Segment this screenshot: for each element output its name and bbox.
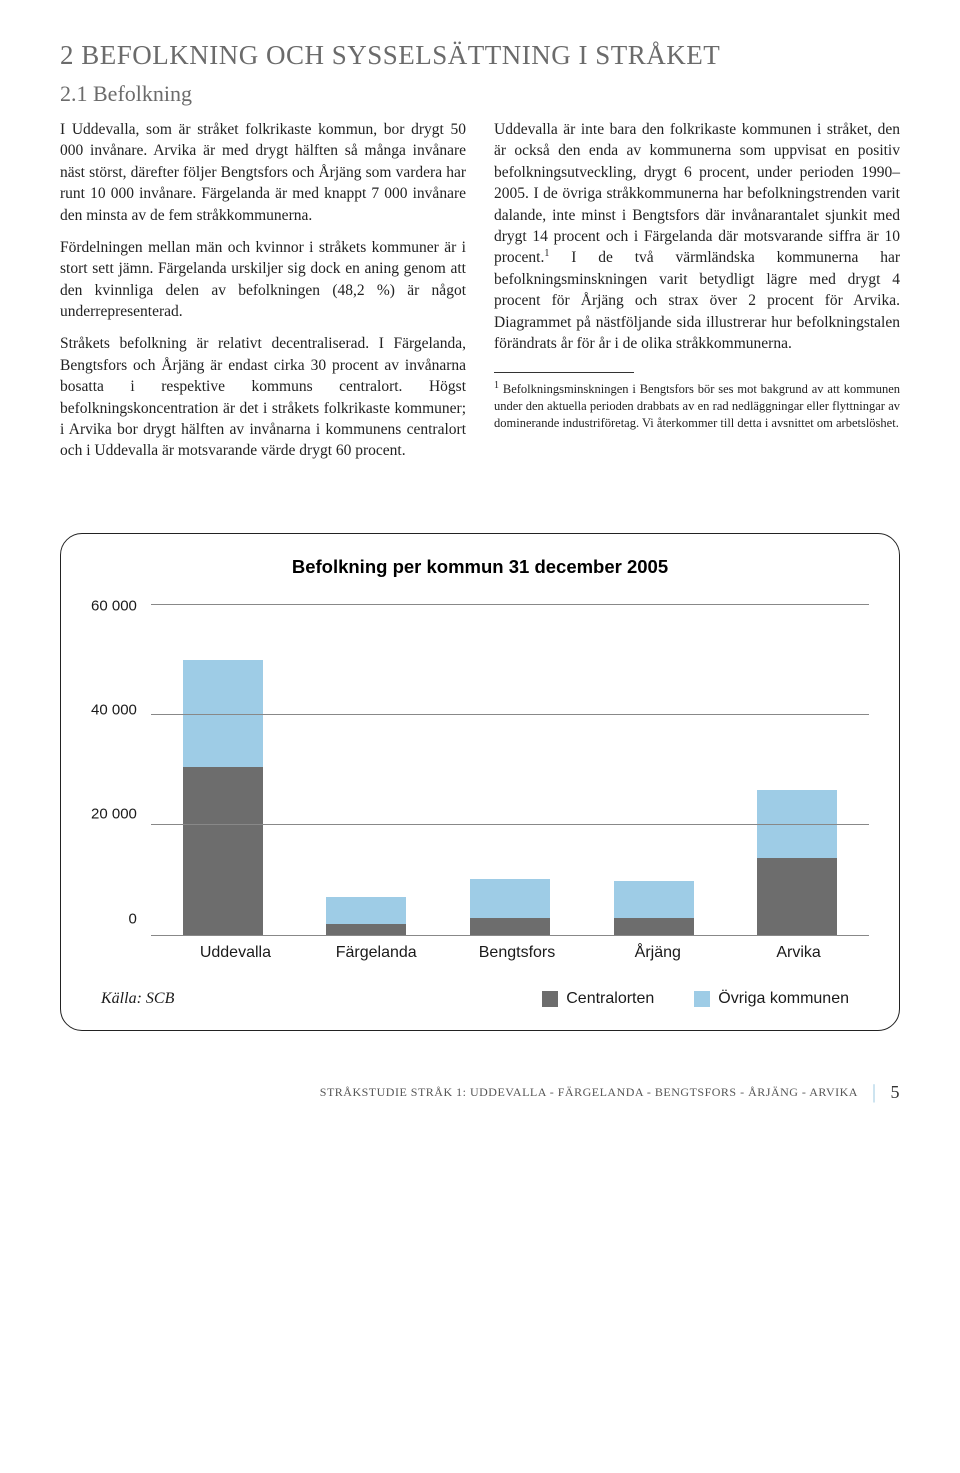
x-label: Arvika — [728, 944, 869, 962]
bar-slot — [438, 606, 582, 935]
legend-swatch-ovriga — [694, 991, 710, 1007]
y-axis: 60 000 40 000 20 000 0 — [91, 606, 151, 936]
legend-label-centralorten: Centralorten — [566, 990, 654, 1008]
ytick-40000: 40 000 — [91, 701, 137, 718]
ytick-20000: 20 000 — [91, 806, 137, 823]
chart-footer: Källa: SCB Centralorten Övriga kommunen — [101, 990, 849, 1008]
bar-uddevalla — [183, 660, 263, 935]
bar-slot — [725, 606, 869, 935]
section-subheading: 2.1 Befolkning — [60, 81, 900, 107]
legend-item-ovriga: Övriga kommunen — [694, 990, 849, 1008]
chart-source: Källa: SCB — [101, 990, 174, 1008]
bar-segment-ovriga — [326, 897, 406, 923]
bar-bengtsfors — [470, 879, 550, 935]
page-heading: 2 BEFOLKNING OCH SYSSELSÄTTNING I STRÅKE… — [60, 40, 900, 71]
left-column: I Uddevalla, som är stråket folkrikaste … — [60, 119, 466, 473]
legend-item-centralorten: Centralorten — [542, 990, 654, 1008]
footer-divider: | — [872, 1081, 877, 1104]
bar-segment-centralorten — [326, 924, 406, 935]
x-label: Uddevalla — [165, 944, 306, 962]
legend-swatch-centralorten — [542, 991, 558, 1007]
ytick-60000: 60 000 — [91, 597, 137, 614]
bar-årjäng — [614, 881, 694, 935]
bar-segment-ovriga — [470, 879, 550, 918]
population-chart: Befolkning per kommun 31 december 2005 6… — [60, 533, 900, 1031]
ytick-0: 0 — [129, 910, 137, 927]
x-label: Bengtsfors — [447, 944, 588, 962]
bars-container — [151, 606, 869, 935]
chart-title: Befolkning per kommun 31 december 2005 — [91, 556, 869, 578]
footnote-text: 1 Befolkningsminskningen i Bengtsfors bö… — [494, 379, 900, 432]
bar-segment-centralorten — [183, 767, 263, 935]
bar-slot — [582, 606, 726, 935]
left-p3: Stråkets befolkning är relativt decentra… — [60, 333, 466, 461]
page-footer: STRÅKSTUDIE STRÅK 1: UDDEVALLA - FÄRGELA… — [60, 1081, 900, 1104]
footnote-rule — [494, 372, 634, 373]
footnote-body: Befolkningsminskningen i Bengtsfors bör … — [494, 382, 900, 430]
bar-slot — [295, 606, 439, 935]
body-columns: I Uddevalla, som är stråket folkrikaste … — [60, 119, 900, 473]
bar-färgelanda — [326, 897, 406, 934]
footer-text: STRÅKSTUDIE STRÅK 1: UDDEVALLA - FÄRGELA… — [320, 1085, 858, 1100]
right-p1-a: Uddevalla är inte bara den folkrikaste k… — [494, 121, 900, 266]
bar-arvika — [757, 790, 837, 935]
right-p1: Uddevalla är inte bara den folkrikaste k… — [494, 119, 900, 354]
right-p1-b: I de två värmländska kommunerna har befo… — [494, 249, 900, 352]
bar-segment-centralorten — [470, 918, 550, 935]
x-label: Årjäng — [587, 944, 728, 962]
left-p2: Fördelningen mellan män och kvinnor i st… — [60, 237, 466, 323]
gridline — [151, 604, 869, 605]
legend-label-ovriga: Övriga kommunen — [718, 990, 849, 1008]
x-axis-labels: UddevallaFärgelandaBengtsforsÅrjängArvik… — [165, 944, 869, 962]
gridline — [151, 714, 869, 715]
bar-segment-centralorten — [757, 858, 837, 935]
x-label: Färgelanda — [306, 944, 447, 962]
left-p1: I Uddevalla, som är stråket folkrikaste … — [60, 119, 466, 226]
bar-slot — [151, 606, 295, 935]
right-column: Uddevalla är inte bara den folkrikaste k… — [494, 119, 900, 473]
bar-segment-ovriga — [614, 881, 694, 918]
plot-area — [151, 606, 869, 936]
bar-segment-centralorten — [614, 918, 694, 935]
page-number: 5 — [891, 1082, 901, 1103]
chart-body: 60 000 40 000 20 000 0 — [91, 606, 869, 936]
gridline — [151, 824, 869, 825]
chart-legend: Centralorten Övriga kommunen — [542, 990, 849, 1008]
